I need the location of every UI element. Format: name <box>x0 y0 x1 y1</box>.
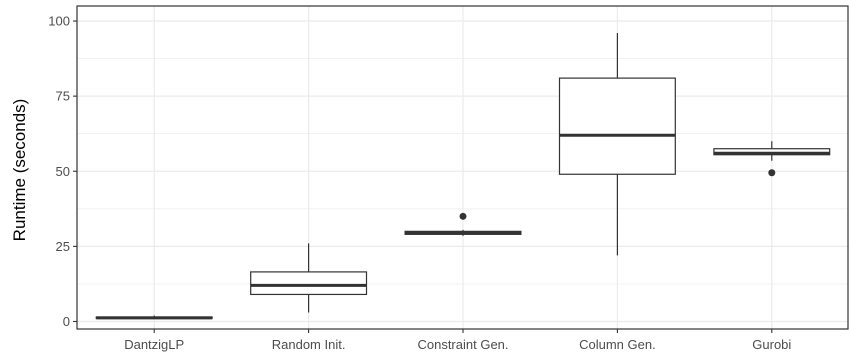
y-tick-label: 100 <box>48 14 70 29</box>
outlier-point <box>459 212 467 220</box>
outlier-point <box>768 169 776 177</box>
y-axis-title: Runtime (seconds) <box>10 99 29 242</box>
box-group <box>95 315 213 320</box>
x-tick-label: Column Gen. <box>579 337 656 352</box>
box <box>713 148 831 156</box>
y-tick-label: 75 <box>56 89 70 104</box>
box <box>250 271 368 296</box>
box-group <box>250 243 368 313</box>
box-group <box>558 33 676 256</box>
y-tick-label: 50 <box>56 164 70 179</box>
y-tick-label: 25 <box>56 239 70 254</box>
x-tick-label: Gurobi <box>752 337 791 352</box>
x-tick-label: Random Init. <box>272 337 346 352</box>
box-group <box>404 212 522 236</box>
x-tick-label: DantzigLP <box>124 337 184 352</box>
x-tick-label: Constraint Gen. <box>417 337 508 352</box>
boxes-layer <box>95 33 831 320</box>
grid-lines <box>77 6 849 329</box>
box <box>558 77 676 175</box>
y-axis-ticks: 0 25 50 75 100 <box>48 14 77 329</box>
box-group <box>713 141 831 177</box>
y-tick-label: 0 <box>63 314 70 329</box>
x-axis-ticks: DantzigLP Random Init. Constraint Gen. Colu… <box>124 329 791 352</box>
